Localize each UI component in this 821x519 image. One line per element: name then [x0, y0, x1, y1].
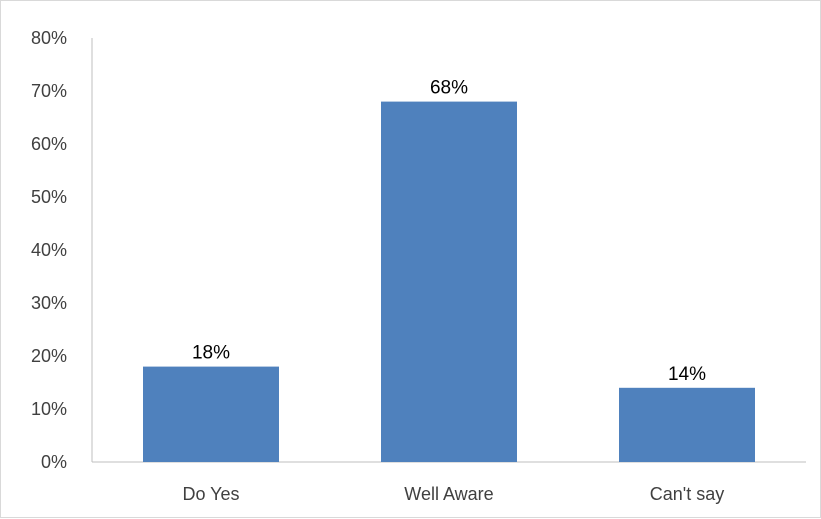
y-tick-label: 30%: [31, 293, 67, 313]
x-category-label: Well Aware: [404, 484, 493, 504]
x-category-label: Can't say: [650, 484, 724, 504]
y-tick-label: 40%: [31, 240, 67, 260]
x-axis: Do Yes Well Aware Can't say: [92, 461, 806, 504]
y-tick-label: 60%: [31, 134, 67, 154]
data-labels: 18% 68% 14%: [192, 78, 706, 385]
data-label: 68%: [430, 78, 468, 99]
bar: [381, 101, 517, 462]
x-category-label: Do Yes: [182, 484, 239, 504]
data-label: 14%: [668, 364, 706, 385]
y-axis: 0% 10% 20% 30% 40% 50% 60% 70% 80%: [31, 28, 93, 472]
y-tick-label: 0%: [41, 452, 67, 472]
bar: [143, 366, 279, 462]
data-label: 18%: [192, 343, 230, 364]
bars: [143, 101, 755, 462]
y-tick-label: 10%: [31, 399, 67, 419]
y-tick-label: 70%: [31, 81, 67, 101]
y-tick-label: 80%: [31, 28, 67, 48]
y-tick-label: 50%: [31, 187, 67, 207]
y-tick-label: 20%: [31, 346, 67, 366]
bar: [619, 387, 755, 462]
